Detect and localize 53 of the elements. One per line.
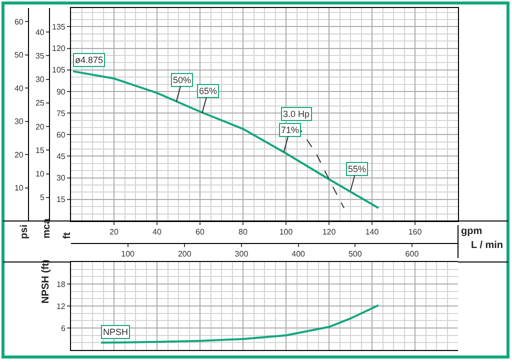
y2-tick-label: 30 <box>35 75 45 84</box>
annotation: 71% <box>281 125 300 135</box>
y-tick-label: 105 <box>52 66 66 75</box>
x2-tick-label: 600 <box>405 250 420 259</box>
y3-tick-label: 60 <box>14 17 24 26</box>
x-axis-title: gpm <box>461 226 482 237</box>
y2-tick-label: 20 <box>35 122 45 132</box>
y2-tick-label: 25 <box>35 98 45 108</box>
x-tick-label: 60 <box>196 228 205 237</box>
series-label: NPSH <box>103 327 128 337</box>
x2-tick-label: 400 <box>292 250 306 259</box>
y-tick-label: 15 <box>56 195 66 204</box>
y3-tick-label: 50 <box>14 50 24 60</box>
annotation: 50% <box>173 75 192 85</box>
x2-tick-label: 300 <box>234 250 249 259</box>
y-tick-label: 6 <box>60 324 66 333</box>
x-tick-label: 40 <box>152 228 162 237</box>
y3-tick-label: 10 <box>14 184 24 193</box>
annotation: 55% <box>348 164 366 174</box>
x2-axis-title: L / min <box>471 240 504 251</box>
y3-tick-label: 30 <box>14 117 24 126</box>
y2-tick-label: 40 <box>35 28 45 37</box>
y-axis-title: NPSH (ft) <box>40 260 52 304</box>
y3-tick-label: 40 <box>14 84 24 93</box>
y-tick-label: 45 <box>56 152 66 162</box>
x2-tick-label: 200 <box>178 250 192 259</box>
y2-axis-title: mca <box>42 218 52 238</box>
y2-tick-label: 5 <box>40 193 45 202</box>
y-tick-label: 135 <box>52 22 66 32</box>
x-tick-label: 100 <box>279 228 294 237</box>
x-tick-label: 140 <box>365 228 380 237</box>
y-tick-label: 12 <box>56 302 66 311</box>
y-tick-label: 60 <box>56 130 66 140</box>
series-label: ø4.875 <box>75 55 104 65</box>
y-tick-label: 120 <box>52 44 66 54</box>
x-tick-label: 20 <box>110 228 119 237</box>
x-tick-label: 160 <box>408 228 422 237</box>
y2-tick-label: 10 <box>35 170 45 179</box>
series-label: 3.0 Hp <box>283 109 310 119</box>
y3-axis-title: psi <box>19 224 30 239</box>
x-tick-label: 80 <box>238 228 248 237</box>
annotation: 65% <box>199 86 218 96</box>
y2-tick-label: 35 <box>35 52 45 60</box>
y-tick-label: 90 <box>56 87 66 96</box>
y-tick-label: 75 <box>56 108 66 118</box>
x2-tick-label: 500 <box>348 250 362 259</box>
y2-tick-label: 15 <box>35 146 45 155</box>
x2-tick-label: 100 <box>121 250 136 259</box>
y3-tick-label: 20 <box>14 150 24 160</box>
x-tick-label: 120 <box>322 228 336 237</box>
y-axis-title: ft <box>62 232 73 239</box>
y-tick-label: 18 <box>56 280 66 289</box>
y-tick-label: 30 <box>56 174 66 183</box>
